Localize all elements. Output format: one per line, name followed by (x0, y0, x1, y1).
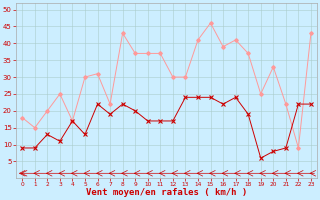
X-axis label: Vent moyen/en rafales ( km/h ): Vent moyen/en rafales ( km/h ) (86, 188, 247, 197)
